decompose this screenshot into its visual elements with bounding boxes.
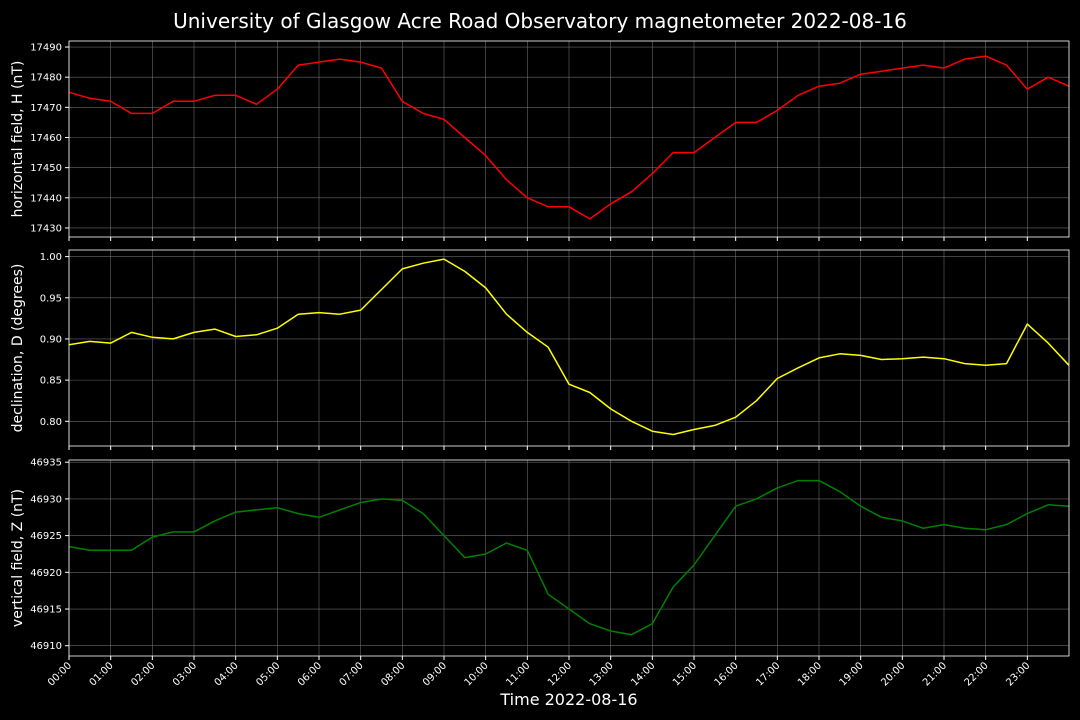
x-tick-label: 07:00 bbox=[338, 660, 366, 688]
y-tick-label: 0.90 bbox=[40, 334, 62, 345]
x-tick-label: 18:00 bbox=[796, 660, 824, 688]
x-tick-label: 02:00 bbox=[129, 660, 157, 688]
x-tick-label: 19:00 bbox=[838, 660, 866, 688]
y-axis-label: vertical field, Z (nT) bbox=[10, 489, 26, 627]
y-tick-label: 17440 bbox=[30, 193, 62, 204]
x-tick-label: 03:00 bbox=[171, 660, 199, 688]
y-tick-label: 17450 bbox=[30, 163, 62, 174]
y-tick-label: 17480 bbox=[30, 73, 62, 84]
series-line-1 bbox=[68, 55, 1070, 220]
y-tick-label: 17460 bbox=[30, 133, 62, 144]
x-tick-label: 11:00 bbox=[504, 660, 532, 688]
x-tick-label: 05:00 bbox=[254, 660, 282, 688]
series-line-3 bbox=[68, 479, 1070, 636]
y-tick-label: 17430 bbox=[30, 223, 62, 234]
series-line-2 bbox=[68, 258, 1070, 436]
y-tick-label: 17470 bbox=[30, 103, 62, 114]
panel-2: 0.80 0.85 0.90 0.95 1.00 declination, D (degr… bbox=[10, 249, 1070, 450]
panel-3: 46910 46915 46920 46925 46930 46935 vertical f… bbox=[10, 458, 1070, 660]
x-tick-label: 12:00 bbox=[546, 660, 574, 688]
y-tick-label: 46925 bbox=[30, 531, 62, 542]
x-tick-label: 15:00 bbox=[671, 660, 699, 688]
x-tick-label: 14:00 bbox=[629, 660, 657, 688]
x-axis-label: Time 2022-08-16 bbox=[500, 690, 638, 709]
x-tick-label: 16:00 bbox=[713, 660, 741, 688]
x-tick-label: 22:00 bbox=[963, 660, 991, 688]
x-tick-label: 04:00 bbox=[213, 660, 241, 688]
x-tick-label: 21:00 bbox=[921, 660, 949, 688]
panel-1: 17430 17440 17450 17460 17470 17480 17490 horiz… bbox=[10, 40, 1070, 241]
y-tick-label: 1.00 bbox=[40, 252, 62, 263]
x-tick-label: 08:00 bbox=[379, 660, 407, 688]
y-tick-label: 46910 bbox=[30, 641, 62, 652]
panel-frame bbox=[68, 459, 1070, 657]
y-tick-label: 46915 bbox=[30, 605, 62, 616]
x-tick-label: 17:00 bbox=[754, 660, 782, 688]
x-tick-label: 13:00 bbox=[588, 660, 616, 688]
y-axis-label: declination, D (degrees) bbox=[10, 264, 26, 433]
panel-frame bbox=[68, 40, 1070, 238]
chart-title: University of Glasgow Acre Road Observat… bbox=[173, 9, 907, 33]
y-tick-label: 46920 bbox=[30, 568, 62, 579]
x-tick-label: 01:00 bbox=[88, 660, 116, 688]
x-tick-label: 00:00 bbox=[46, 660, 74, 688]
x-tick-label: 09:00 bbox=[421, 660, 449, 688]
x-tick-label: 10:00 bbox=[463, 660, 491, 688]
y-axis-label: horizontal field, H (nT) bbox=[10, 61, 26, 218]
y-tick-label: 17490 bbox=[30, 43, 62, 54]
y-tick-label: 46930 bbox=[30, 494, 62, 505]
y-tick-label: 0.80 bbox=[40, 417, 62, 428]
x-tick-label: 23:00 bbox=[1004, 660, 1032, 688]
y-tick-label: 46935 bbox=[30, 458, 62, 469]
panel-frame bbox=[68, 249, 1070, 447]
x-tick-label: 06:00 bbox=[296, 660, 324, 688]
x-tick-label: 20:00 bbox=[879, 660, 907, 688]
y-tick-label: 0.95 bbox=[40, 293, 62, 304]
y-tick-label: 0.85 bbox=[40, 376, 62, 387]
